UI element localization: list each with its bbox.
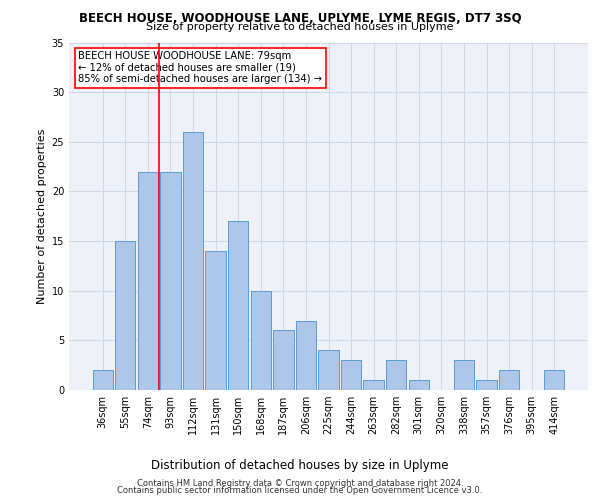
Bar bbox=[228, 221, 248, 390]
Bar bbox=[341, 360, 361, 390]
Bar bbox=[296, 320, 316, 390]
Bar bbox=[205, 251, 226, 390]
Text: Contains public sector information licensed under the Open Government Licence v3: Contains public sector information licen… bbox=[118, 486, 482, 495]
Bar bbox=[409, 380, 429, 390]
Text: Contains HM Land Registry data © Crown copyright and database right 2024.: Contains HM Land Registry data © Crown c… bbox=[137, 478, 463, 488]
Y-axis label: Number of detached properties: Number of detached properties bbox=[37, 128, 47, 304]
Bar bbox=[544, 370, 565, 390]
Text: Distribution of detached houses by size in Uplyme: Distribution of detached houses by size … bbox=[151, 460, 449, 472]
Text: Size of property relative to detached houses in Uplyme: Size of property relative to detached ho… bbox=[146, 22, 454, 32]
Bar bbox=[115, 241, 136, 390]
Bar bbox=[454, 360, 474, 390]
Bar bbox=[364, 380, 384, 390]
Bar bbox=[273, 330, 293, 390]
Bar bbox=[476, 380, 497, 390]
Bar bbox=[92, 370, 113, 390]
Bar bbox=[499, 370, 519, 390]
Bar bbox=[160, 172, 181, 390]
Text: BEECH HOUSE WOODHOUSE LANE: 79sqm
← 12% of detached houses are smaller (19)
85% : BEECH HOUSE WOODHOUSE LANE: 79sqm ← 12% … bbox=[79, 51, 322, 84]
Bar bbox=[138, 172, 158, 390]
Bar bbox=[386, 360, 406, 390]
Bar bbox=[319, 350, 338, 390]
Bar bbox=[251, 290, 271, 390]
Text: BEECH HOUSE, WOODHOUSE LANE, UPLYME, LYME REGIS, DT7 3SQ: BEECH HOUSE, WOODHOUSE LANE, UPLYME, LYM… bbox=[79, 12, 521, 24]
Bar bbox=[183, 132, 203, 390]
